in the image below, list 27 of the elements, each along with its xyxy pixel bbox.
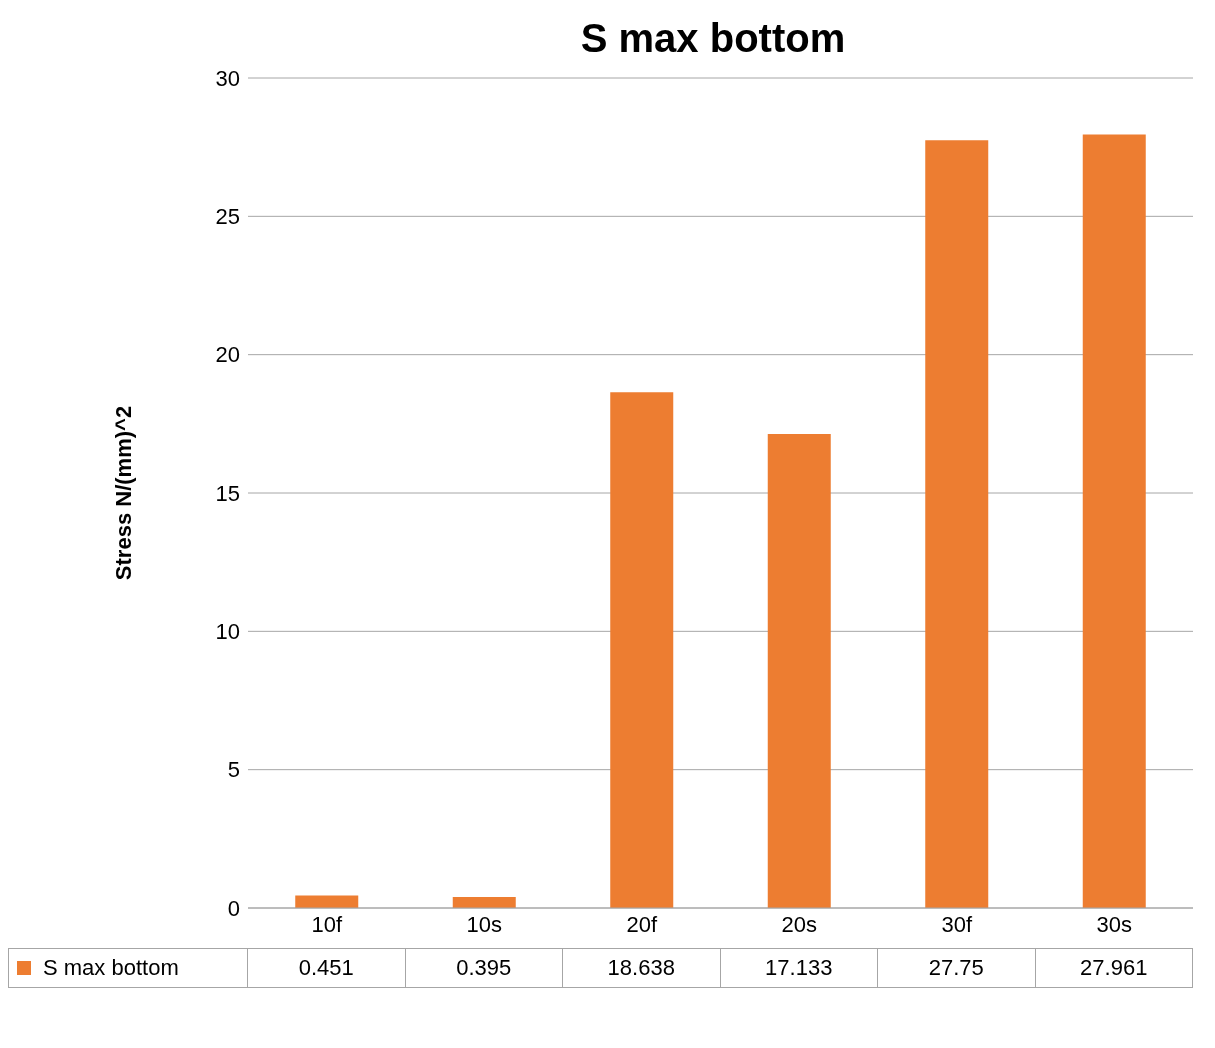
y-axis-title: Stress N/(mm)^2	[110, 405, 136, 581]
bar	[1082, 134, 1146, 908]
x-tick-label: 20f	[626, 911, 658, 937]
data-label: 27.75	[878, 948, 1036, 988]
bar	[767, 433, 831, 908]
bar	[610, 392, 674, 908]
legend-label: S max bottom	[43, 955, 179, 981]
x-tick-label: 30f	[941, 911, 973, 937]
data-label: 27.961	[1035, 948, 1193, 988]
y-tick-label: 20	[215, 342, 240, 368]
y-tick-label: 25	[215, 204, 240, 230]
data-label: 0.451	[248, 948, 406, 988]
x-tick-label: 10s	[466, 911, 502, 937]
y-tick-label: 15	[215, 480, 240, 506]
x-tick-label: 10f	[311, 911, 343, 937]
y-tick-label: 5	[227, 757, 240, 783]
data-label: 17.133	[720, 948, 878, 988]
chart-title: S max bottom	[580, 16, 846, 60]
data-label: 18.638	[563, 948, 721, 988]
x-tick-label: 20s	[781, 911, 817, 937]
y-tick-label: 10	[215, 619, 240, 645]
data-label: 0.395	[405, 948, 563, 988]
y-tick-label: 0	[227, 895, 240, 921]
y-tick-label: 30	[215, 65, 240, 91]
bar	[925, 140, 989, 908]
x-tick-label: 30s	[1096, 911, 1132, 937]
bar	[452, 897, 516, 908]
